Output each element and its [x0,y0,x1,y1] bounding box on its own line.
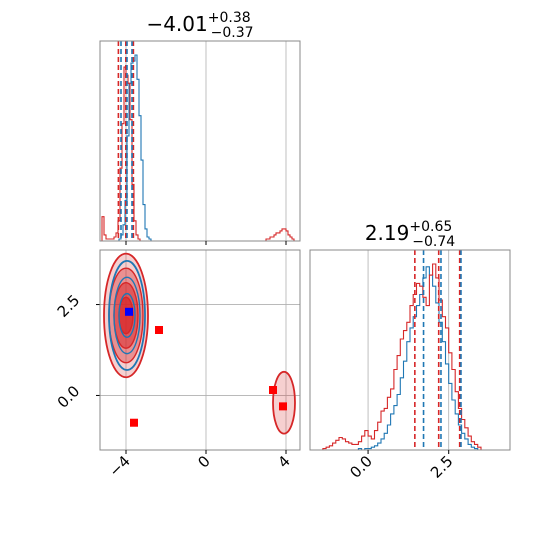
marginal-x-frame [99,40,301,242]
marginal-y-frame [309,249,511,451]
y-tick-label: 2.5 [54,291,84,321]
point-marker-red [279,402,287,411]
x-tick-label: 0 [194,452,213,471]
x-tick-label: 2.5 [427,452,457,482]
density-contour [113,276,141,355]
histogram-outlier-red [265,228,295,241]
x-tick-label: 0.0 [346,452,376,482]
marginal-y-title-lower-error: −0.74 [412,234,455,250]
point-marker-red [155,326,163,334]
histogram-blue [117,54,153,241]
y-tick-label: 0.0 [54,382,84,412]
density-contour [118,292,136,338]
joint-frame [99,249,301,451]
marginal-x-title-upper-error: +0.38 [208,10,251,26]
x-tick-label: 4 [274,452,293,471]
histogram-red [101,66,142,241]
marginal-y-title-upper-error: +0.65 [409,219,452,235]
marginal-x-title: −4.01+0.38 −0.37 [146,10,253,41]
point-marker-red [130,418,138,427]
histogram-red [319,263,482,450]
marginal-x-plot-area [101,41,295,241]
marginal-y-title-value: 2.19 [365,221,410,245]
point-marker-red [269,386,277,394]
marginal-y-title: 2.19+0.65 −0.74 [365,219,455,250]
marginal-x-title-value: −4.01 [146,12,207,36]
joint-plot-area [100,250,300,450]
truth-marker-blue [125,307,133,316]
x-tick-label: −4 [105,452,133,480]
marginal-x-title-lower-error: −0.37 [211,25,254,41]
density-contour [108,260,146,371]
marginal-y-plot-area [319,250,482,450]
histogram-blue [355,266,481,450]
